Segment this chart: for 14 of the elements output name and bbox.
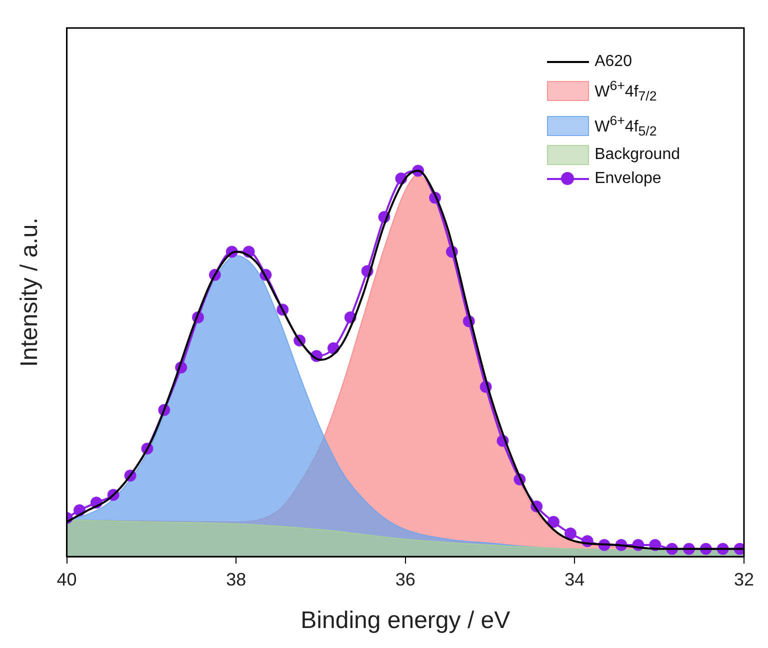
y-axis-title: Intensity / a.u.: [16, 218, 44, 368]
x-tick-label: 34: [564, 569, 585, 590]
legend-label: W$^{6+}$4f$_{5/2}$: [594, 112, 657, 140]
legend-label: A620: [594, 52, 632, 72]
legend-label: W$^{6+}$4f$_{7/2}$: [594, 77, 657, 106]
point: [564, 527, 576, 540]
point: [548, 516, 560, 528]
x-axis-title: Binding energy / eV: [300, 607, 510, 634]
x-tick-label: 36: [395, 569, 416, 590]
legend-label: Envelope: [594, 169, 662, 190]
x-tick-label: 32: [734, 569, 754, 590]
x-tick-label: 38: [226, 569, 246, 590]
legend-label: Background: [594, 145, 680, 166]
x-tick-label: 40: [56, 569, 77, 590]
